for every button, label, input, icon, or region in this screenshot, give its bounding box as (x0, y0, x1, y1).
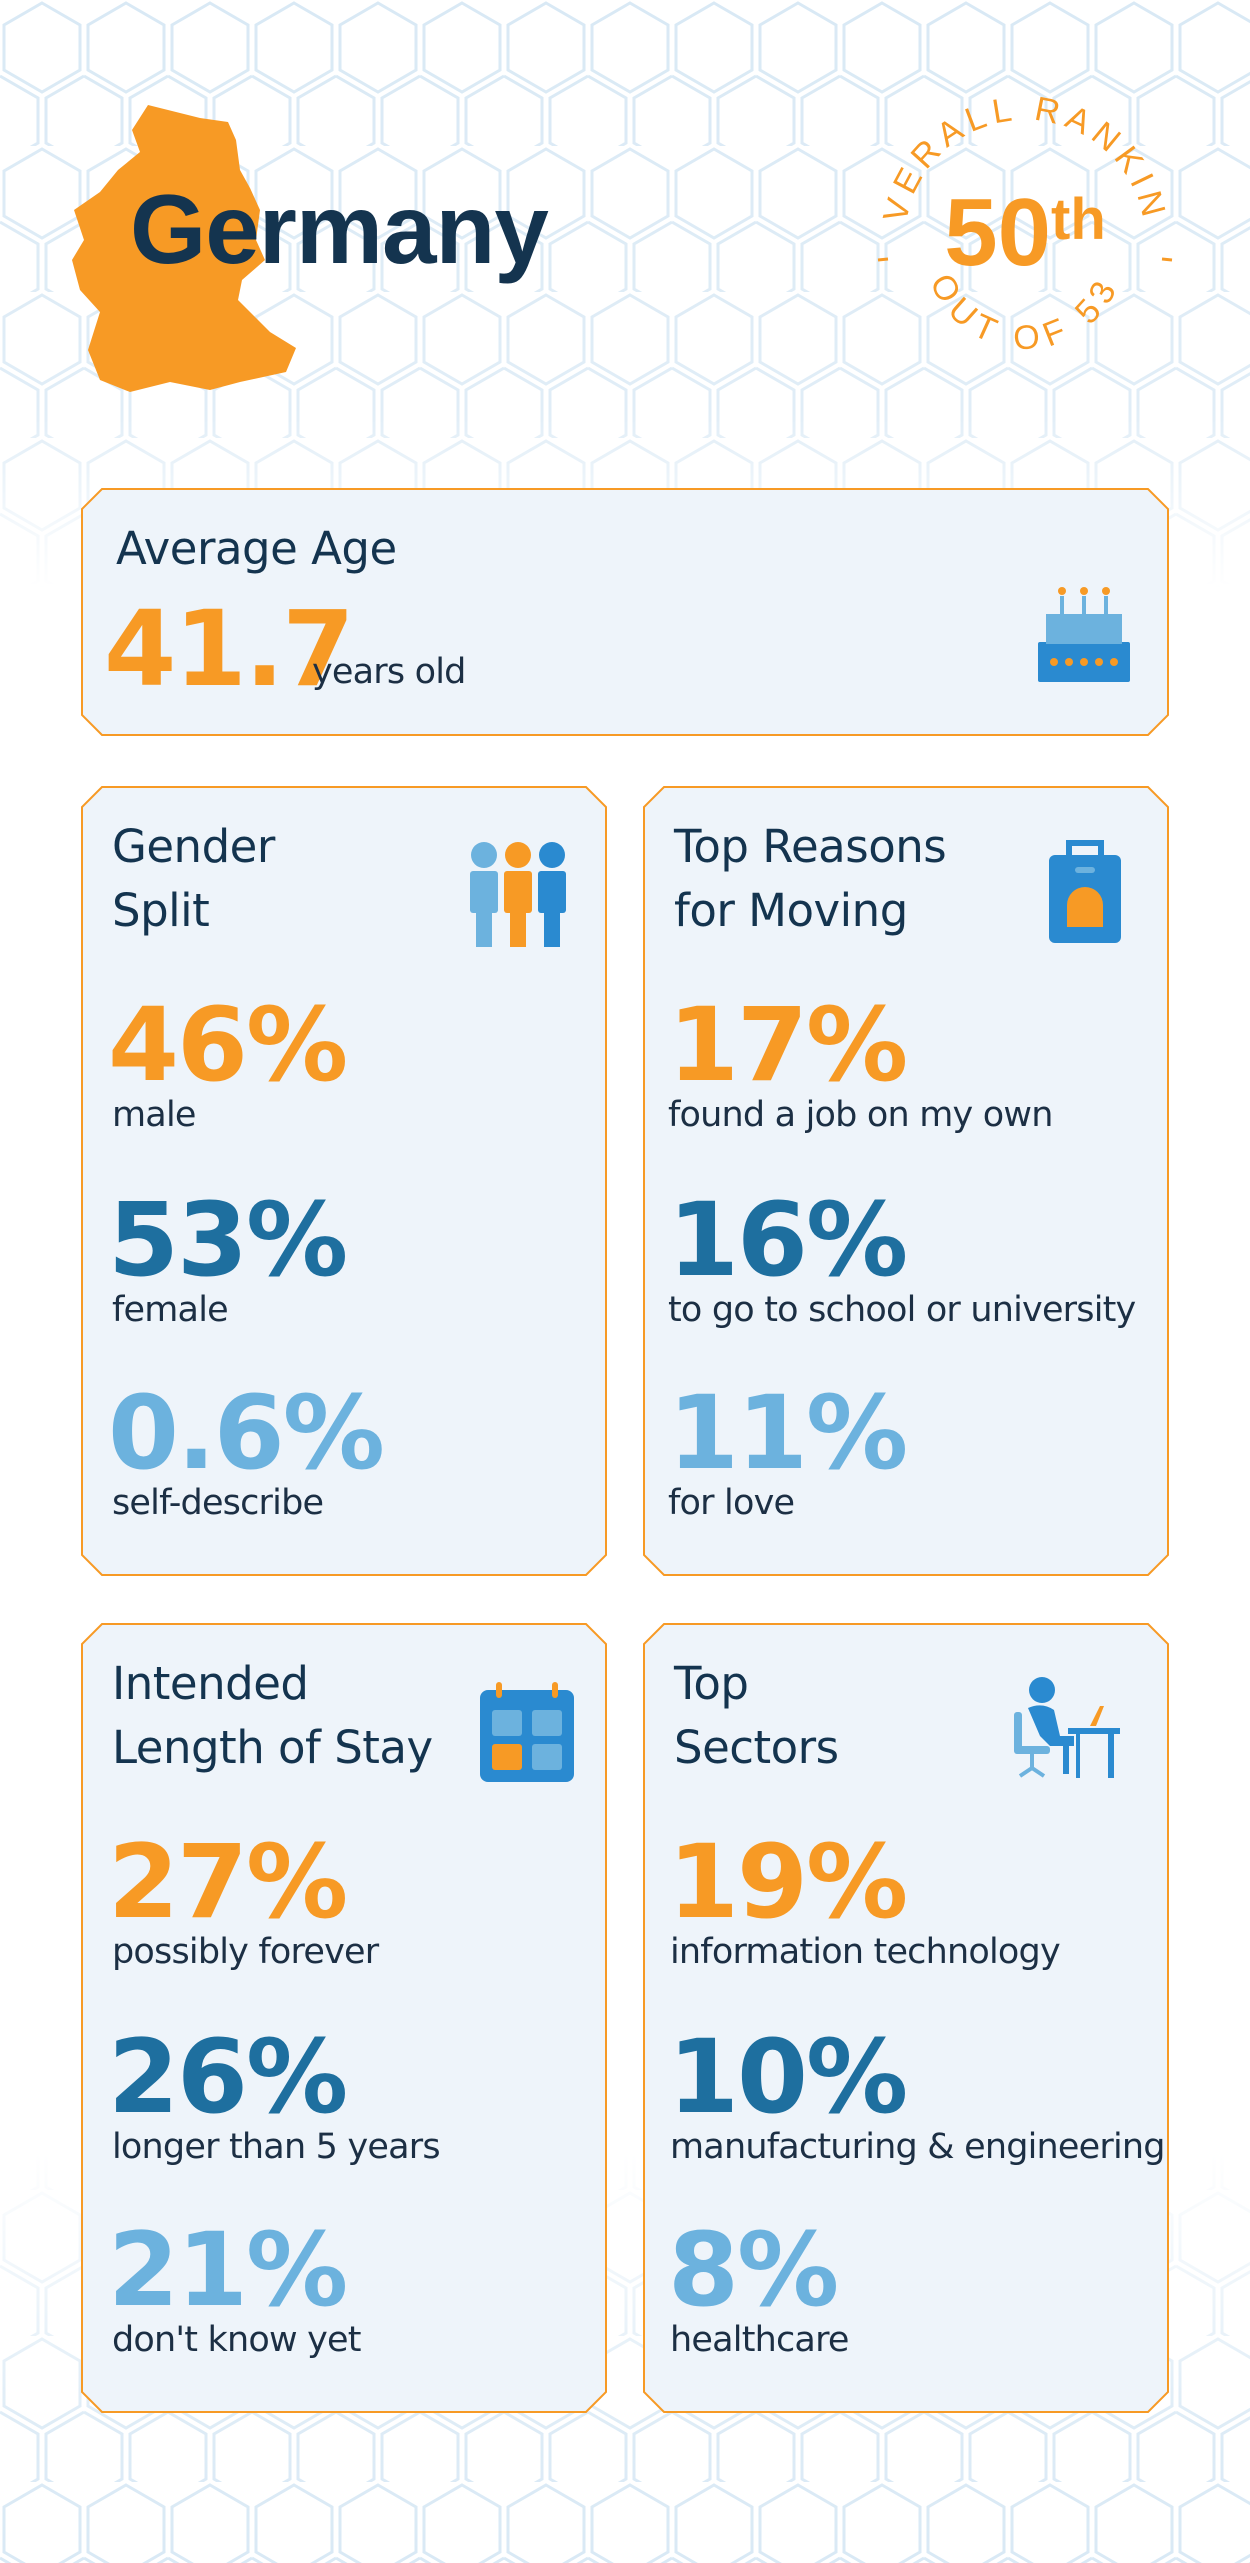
stay-stat-3-label: don't know yet (112, 2320, 361, 2360)
stay-stat-1-label: possibly forever (112, 1932, 379, 1972)
average-age-title: Average Age (116, 522, 397, 575)
stay-stat-1-value: 27% (108, 1823, 348, 1942)
sectors-stat-3-value: 8% (668, 2211, 839, 2330)
sectors-stat-3-label: healthcare (670, 2320, 849, 2360)
reasons-stat-1-value: 17% (668, 986, 908, 1105)
gender-stat-3-value: 0.6% (108, 1374, 385, 1493)
gender-title-line1: Gender (112, 820, 275, 873)
stay-stat-2-label: longer than 5 years (112, 2127, 441, 2167)
gender-stat-2-value: 53% (108, 1181, 348, 1300)
gender-stat-1-label: male (112, 1095, 196, 1135)
sectors-title-line1: Top (674, 1657, 749, 1710)
cake-icon (1038, 587, 1130, 682)
ranking-badge: OVERALL RANKING OUT OF 53 50th (844, 45, 1190, 405)
stay-title-line2: Length of Stay (112, 1721, 433, 1774)
gender-stat-2-label: female (112, 1290, 229, 1330)
average-age-card: Average Age 41.7 years old (80, 487, 1170, 737)
length-of-stay-card: Intended Length of Stay 27% possibly for… (80, 1622, 608, 2414)
reasons-stat-2-value: 16% (668, 1181, 908, 1300)
sectors-stat-2-label: manufacturing & engineering (670, 2127, 1166, 2167)
top-sectors-card: Top Sectors 19% information technology 1… (642, 1622, 1170, 2414)
average-age-value: 41.7 (104, 588, 355, 710)
desk-worker-icon (1014, 1677, 1120, 1778)
average-age-unit: years old (312, 652, 466, 692)
ranking-arc-text: OVERALL RANKING OUT OF 53 (844, 45, 1173, 358)
gender-title-line2: Split (112, 884, 210, 937)
reasons-stat-3-label: for love (668, 1483, 795, 1523)
people-icon (470, 842, 566, 947)
gender-split-card: Gender Split 46% male 53% female 0.6% se… (80, 785, 608, 1577)
ranking-value: 50th (860, 185, 1190, 281)
reasons-title-line1: Top Reasons (674, 820, 947, 873)
germany-map-icon (72, 105, 296, 392)
stay-stat-2-value: 26% (108, 2018, 348, 2137)
ranking-number: 50 (944, 179, 1052, 286)
reasons-stat-3-value: 11% (668, 1374, 908, 1493)
reasons-stat-1-label: found a job on my own (668, 1095, 1053, 1135)
ranking-suffix: th (1051, 187, 1106, 252)
gender-stat-3-label: self-describe (112, 1483, 324, 1523)
sectors-stat-1-value: 19% (668, 1823, 908, 1942)
gender-stat-1-value: 46% (108, 986, 348, 1105)
calendar-icon (480, 1682, 574, 1782)
ranking-dash-right (1161, 257, 1173, 262)
stay-stat-3-value: 21% (108, 2211, 348, 2330)
ranking-dash-left (877, 257, 889, 262)
sectors-stat-1-label: information technology (670, 1932, 1061, 1972)
reasons-stat-2-label: to go to school or university (668, 1290, 1136, 1330)
suitcase-icon (1049, 840, 1121, 943)
country-title: Germany (130, 174, 549, 284)
sectors-stat-2-value: 10% (668, 2018, 908, 2137)
stay-title-line1: Intended (112, 1657, 309, 1710)
reasons-title-line2: for Moving (674, 884, 908, 937)
top-reasons-card: Top Reasons for Moving 17% found a job o… (642, 785, 1170, 1577)
sectors-title-line2: Sectors (674, 1721, 839, 1774)
